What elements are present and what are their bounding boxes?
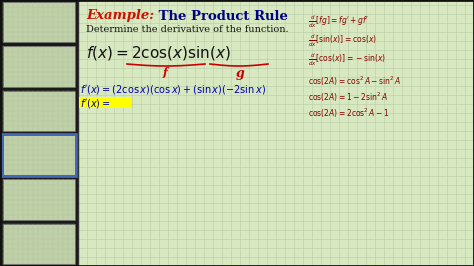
- Text: The Product Rule: The Product Rule: [154, 10, 288, 23]
- Bar: [3, 179, 75, 220]
- Text: g: g: [236, 68, 245, 81]
- Text: $\cos(2A) = 1 - 2\sin^2 A$: $\cos(2A) = 1 - 2\sin^2 A$: [308, 90, 388, 104]
- Text: $\frac{d}{dx}[\cos(x)] = -\sin(x)$: $\frac{d}{dx}[\cos(x)] = -\sin(x)$: [308, 52, 386, 68]
- Text: Example:: Example:: [86, 10, 154, 23]
- Text: $f'(x) = (2\cos x)(\cos x) + (\sin x)(-2\sin x)$: $f'(x) = (2\cos x)(\cos x) + (\sin x)(-2…: [80, 82, 266, 95]
- Bar: [3, 46, 75, 87]
- Bar: [2, 134, 76, 176]
- Bar: [3, 2, 75, 42]
- Bar: [79, 97, 131, 108]
- Bar: [3, 91, 75, 131]
- Text: $\cos(2A) = 2\cos^2 A - 1$: $\cos(2A) = 2\cos^2 A - 1$: [308, 106, 390, 120]
- Bar: [0, 0, 78, 266]
- Text: $f(x) = 2\cos(x)\sin(x)$: $f(x) = 2\cos(x)\sin(x)$: [86, 44, 231, 62]
- Text: $\frac{d}{dx}[fg] = fg' + gf'$: $\frac{d}{dx}[fg] = fg' + gf'$: [308, 14, 369, 30]
- Text: f: f: [163, 66, 168, 77]
- Text: Determine the derivative of the function.: Determine the derivative of the function…: [86, 24, 289, 34]
- Bar: [78, 0, 474, 266]
- Bar: [3, 224, 75, 264]
- Text: $\frac{d}{dx}[\sin(x)] = \cos(x)$: $\frac{d}{dx}[\sin(x)] = \cos(x)$: [308, 33, 377, 49]
- Bar: [3, 135, 75, 175]
- Text: $f'(x) =$: $f'(x) =$: [80, 97, 111, 110]
- Text: $\cos(2A) = \cos^2 A - \sin^2 A$: $\cos(2A) = \cos^2 A - \sin^2 A$: [308, 74, 401, 88]
